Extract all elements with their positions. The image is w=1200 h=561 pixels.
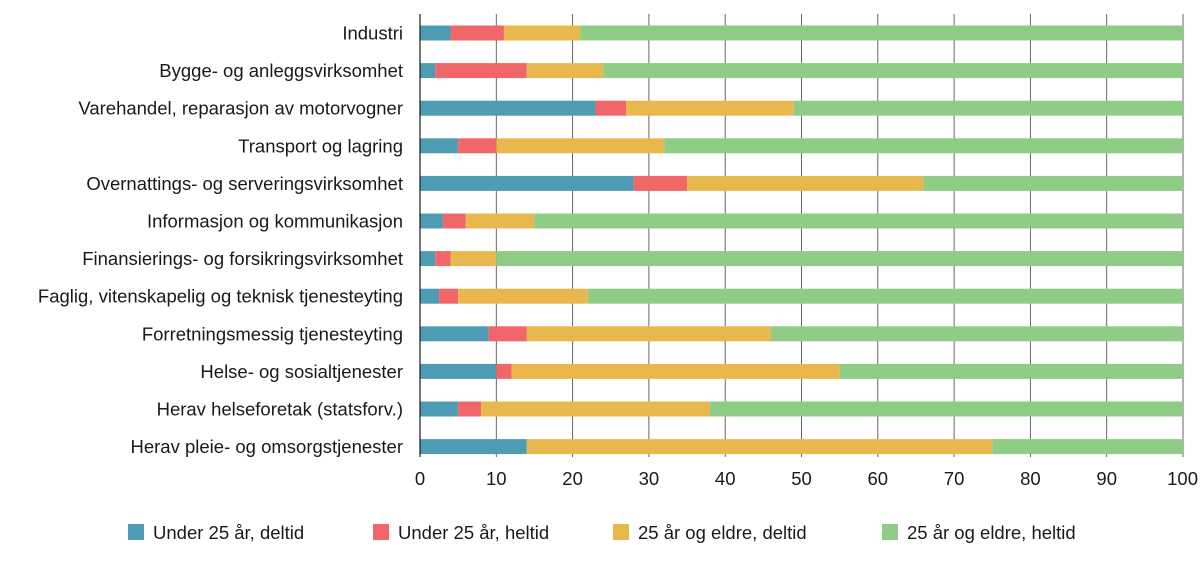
bar-segment	[450, 251, 497, 267]
bar-segment	[603, 63, 1183, 79]
bar-segment	[420, 138, 459, 154]
x-tick-label: 100	[1167, 468, 1198, 489]
bar-segment	[580, 25, 1183, 41]
category-label: Industri	[342, 23, 403, 44]
bar-segment	[709, 401, 1183, 417]
bar-segments	[420, 25, 1183, 455]
legend-swatch	[882, 524, 898, 540]
category-labels: Industri Bygge- og anleggsvirksomhet Vareh…	[38, 23, 403, 458]
bar-segment	[664, 138, 1183, 154]
legend-label: Under 25 år, deltid	[153, 522, 304, 543]
x-tick-label: 90	[1096, 468, 1117, 489]
bar-segment	[420, 251, 436, 267]
bar-segment	[458, 401, 482, 417]
bar-segment	[420, 439, 527, 455]
category-label: Varehandel, reparasjon av motorvogner	[78, 98, 403, 119]
bar-segment	[526, 439, 993, 455]
bar-segment	[503, 25, 581, 41]
bar-segment	[496, 251, 1183, 267]
bar-segment	[420, 100, 596, 116]
bar-segment	[439, 288, 459, 304]
bar-segment	[420, 401, 459, 417]
x-tick-label: 10	[486, 468, 507, 489]
legend-swatch	[373, 524, 389, 540]
category-label: Faglig, vitenskapelig og teknisk tjenest…	[38, 286, 403, 307]
bar-segment	[793, 100, 1183, 116]
x-tick-label: 20	[562, 468, 583, 489]
x-tick-label: 0	[415, 468, 425, 489]
category-label: Herav helseforetak (statsforv.)	[157, 399, 403, 420]
x-tick-label: 80	[1020, 468, 1041, 489]
bar-segment	[923, 175, 1183, 191]
category-label: Overnattings- og serveringsvirksomhet	[86, 173, 403, 194]
bar-segment	[420, 288, 440, 304]
bar-segment	[488, 326, 527, 342]
x-tick-label: 70	[944, 468, 965, 489]
bar-segment	[450, 25, 504, 41]
x-tick-label: 60	[868, 468, 889, 489]
bar-segment	[420, 175, 634, 191]
gridlines	[495, 14, 1184, 457]
bar-segment	[526, 63, 604, 79]
bar-segment	[481, 401, 710, 417]
bar-segment	[442, 213, 466, 229]
bar-segment	[839, 363, 1183, 379]
category-label: Forretningsmessig tjenesteyting	[142, 323, 403, 344]
legend-label: 25 år og eldre, deltid	[638, 522, 807, 543]
bar-segment	[458, 288, 588, 304]
bar-segment	[534, 213, 1183, 229]
bar-segment	[587, 288, 1183, 304]
bar-segment	[420, 25, 451, 41]
legend-label: Under 25 år, heltid	[398, 522, 549, 543]
bar-segment	[626, 100, 794, 116]
bar-segment	[420, 363, 497, 379]
bar-segment	[420, 213, 443, 229]
legend-swatch	[128, 524, 144, 540]
bar-segment	[465, 213, 535, 229]
x-tick-label: 30	[639, 468, 660, 489]
legend: Under 25 år, deltid Under 25 år, heltid 25…	[128, 522, 1076, 543]
category-label: Transport og lagring	[238, 135, 403, 156]
category-label: Herav pleie- og omsorgstjenester	[131, 436, 404, 457]
legend-label: 25 år og eldre, heltid	[907, 522, 1076, 543]
bar-segment	[526, 326, 771, 342]
bar-segment	[633, 175, 688, 191]
legend-swatch	[613, 524, 629, 540]
bar-segment	[435, 251, 451, 267]
bar-segment	[992, 439, 1183, 455]
bar-segment	[420, 63, 436, 79]
bar-segment	[458, 138, 497, 154]
bar-segment	[420, 326, 489, 342]
category-label: Finansierings- og forsikringsvirksomhet	[82, 248, 403, 269]
bar-segment	[595, 100, 627, 116]
x-tick-label: 50	[791, 468, 812, 489]
bar-segment	[496, 363, 512, 379]
category-label: Bygge- og anleggsvirksomhet	[159, 60, 403, 81]
bar-segment	[496, 138, 665, 154]
bar-segment	[770, 326, 1183, 342]
x-tick-label: 40	[715, 468, 736, 489]
category-label: Informasjon og kommunikasjon	[147, 211, 403, 232]
bar-segment	[435, 63, 527, 79]
category-label: Helse- og sosialtjenester	[200, 361, 403, 382]
bar-segment	[511, 363, 840, 379]
x-tick-labels: 0 10 20 30 40 50 60 70 80 90 100	[415, 468, 1198, 489]
bar-segment	[687, 175, 924, 191]
